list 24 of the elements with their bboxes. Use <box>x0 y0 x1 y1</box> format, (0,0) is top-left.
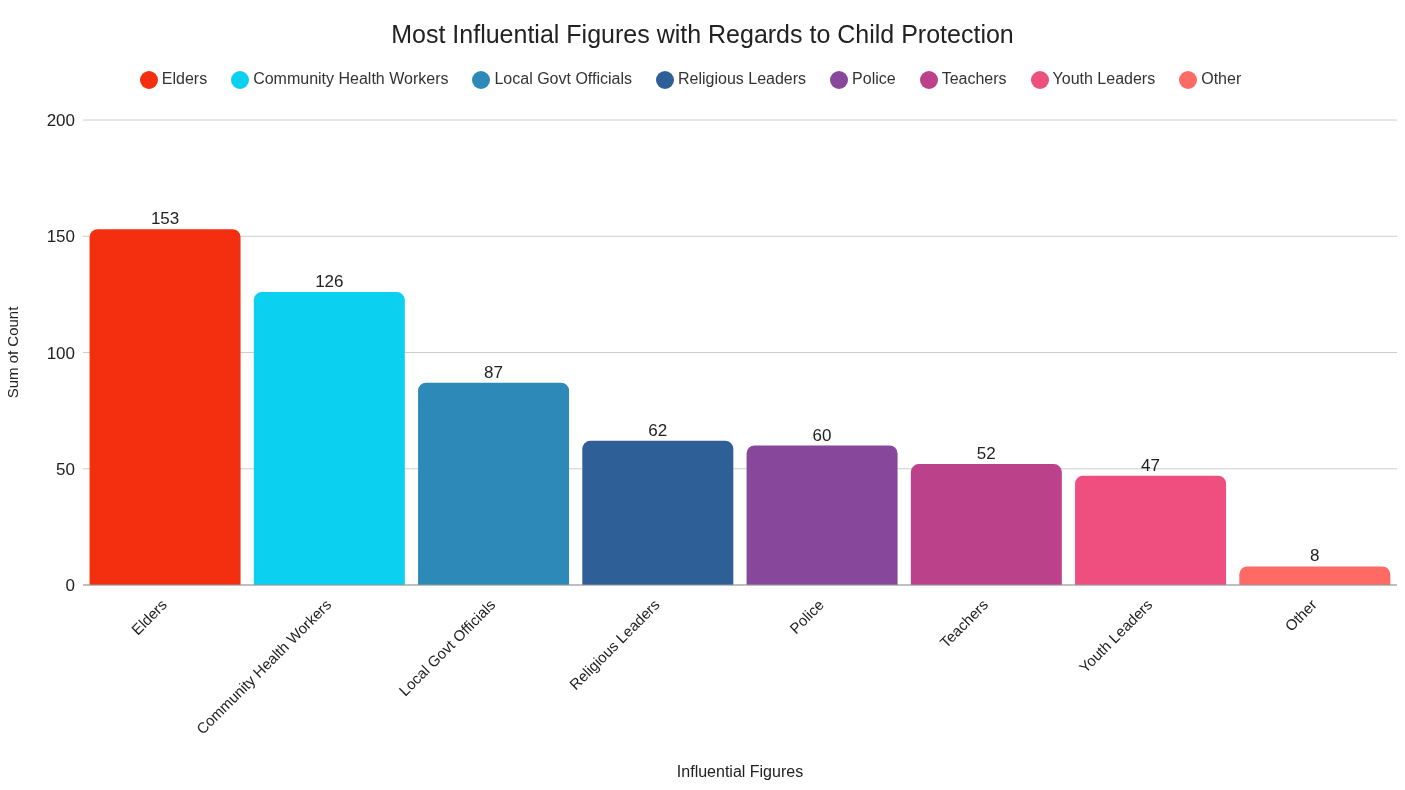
y-tick-label: 50 <box>56 459 75 479</box>
legend-label: Other <box>1201 70 1242 87</box>
legend-label: Elders <box>161 70 208 87</box>
legend-label: Youth Leaders <box>1052 70 1156 87</box>
legend-label: Teachers <box>941 70 1007 87</box>
legend-label: Religious Leaders <box>678 70 807 87</box>
data-label: 87 <box>484 362 504 382</box>
data-label: 8 <box>1310 546 1320 566</box>
data-label: 52 <box>976 444 996 464</box>
y-tick-label: 200 <box>46 111 75 131</box>
y-tick-label: 150 <box>46 227 75 247</box>
data-label: 62 <box>648 420 668 440</box>
legend-label: Community Health Workers <box>253 70 449 87</box>
legend-label: Police <box>852 70 896 87</box>
data-label: 126 <box>315 272 344 292</box>
data-label: 60 <box>812 425 832 445</box>
y-tick-label: 0 <box>65 576 75 596</box>
data-label: 47 <box>1141 455 1161 475</box>
legend-label: Local Govt Officials <box>494 70 632 87</box>
y-axis-title: Sum of Count <box>4 305 22 399</box>
x-axis-title: Influential Figures <box>676 763 804 780</box>
data-label: 153 <box>150 209 180 229</box>
chart-title: Most Influential Figures with Regards to Child Protection <box>390 19 1015 50</box>
y-tick-label: 100 <box>46 343 75 363</box>
